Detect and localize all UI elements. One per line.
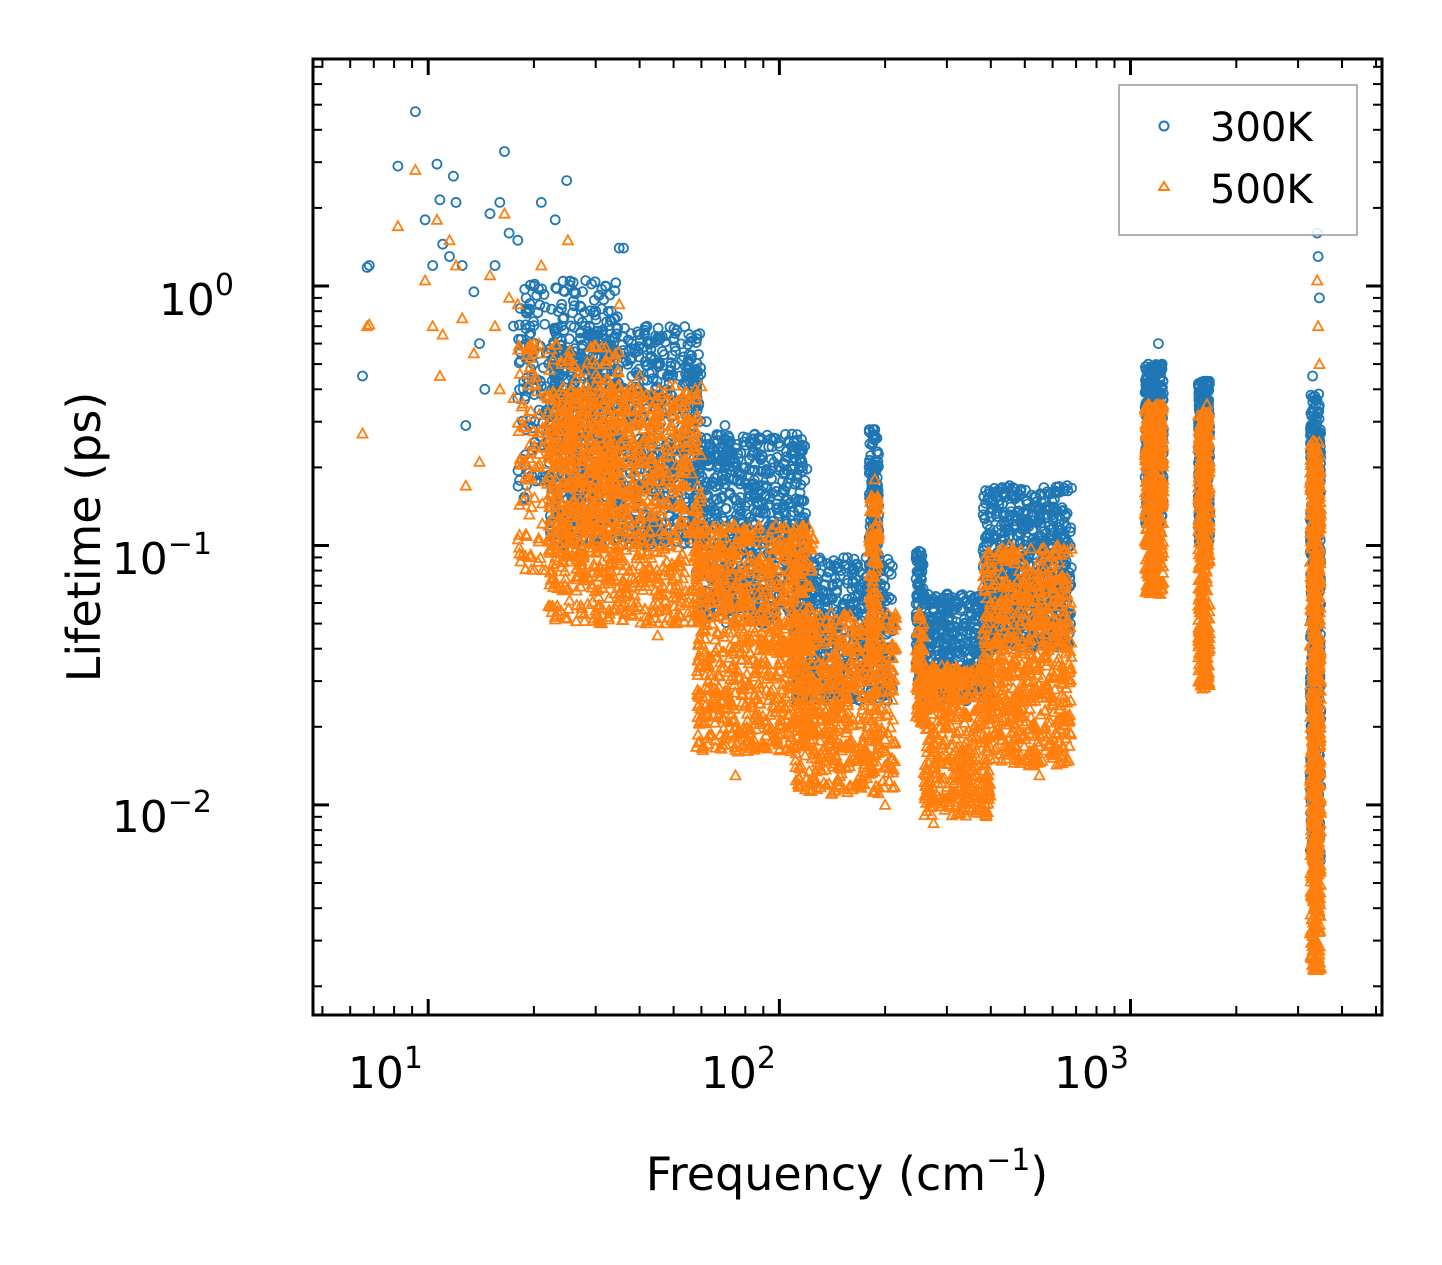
data-point-300k — [576, 343, 588, 355]
data-point-300k — [646, 366, 658, 378]
data-point-300k — [556, 370, 568, 382]
data-point-300k — [669, 341, 681, 353]
data-point-300k — [551, 283, 563, 294]
data-point-300k — [573, 312, 585, 324]
data-point-300k — [609, 332, 620, 344]
data-point-300k — [680, 368, 691, 380]
data-point-300k — [565, 320, 577, 332]
data-point-300k — [550, 328, 562, 340]
data-point-300k — [533, 404, 545, 416]
data-point-300k — [539, 301, 551, 313]
data-point-300k — [610, 277, 622, 289]
data-point-300k — [685, 332, 697, 344]
data-point-300k — [691, 329, 703, 341]
data-point-300k — [596, 326, 607, 338]
data-point-300k — [669, 328, 681, 339]
data-point-300k — [520, 319, 531, 331]
data-point-300k — [546, 303, 557, 315]
data-point-300k — [593, 289, 605, 301]
data-point-300k — [584, 305, 596, 317]
data-point-300k — [567, 307, 578, 319]
data-point-300k — [691, 333, 703, 345]
data-point-300k — [642, 335, 653, 347]
data-point-300k — [612, 322, 623, 334]
data-point-300k — [564, 275, 576, 287]
data-point-300k — [568, 300, 580, 312]
data-point-300k — [656, 331, 668, 342]
data-point-300k — [602, 306, 614, 317]
data-point-300k — [670, 345, 681, 357]
data-point-300k — [564, 333, 575, 345]
data-point-300k — [619, 322, 630, 334]
data-point-300k — [654, 334, 665, 346]
data-point-300k — [557, 313, 569, 325]
data-point-300k — [548, 322, 560, 334]
data-point-300k — [629, 343, 640, 355]
data-point-300k — [692, 371, 704, 383]
data-point-300k — [609, 285, 621, 297]
data-point-300k — [584, 320, 595, 332]
data-point-300k — [556, 302, 567, 314]
data-point-300k — [576, 339, 588, 351]
data-point-300k — [534, 299, 546, 311]
data-point-300k — [747, 447, 759, 459]
data-point-300k — [656, 345, 668, 357]
data-point-300k — [696, 471, 708, 482]
data-point-300k — [521, 307, 533, 319]
data-point-300k — [694, 464, 706, 475]
data-point-300k — [569, 377, 580, 389]
data-point-300k — [668, 323, 680, 335]
data-point-300k — [532, 307, 544, 318]
data-point-300k — [580, 275, 592, 287]
data-point-300k — [575, 301, 587, 313]
data-point-300k — [513, 319, 525, 331]
data-point-300k — [686, 368, 698, 380]
data-point-300k — [687, 380, 699, 391]
data-point-300k — [546, 375, 558, 387]
data-point-300k — [744, 453, 755, 465]
data-point-300k — [539, 318, 551, 330]
data-point-300k — [757, 466, 768, 477]
